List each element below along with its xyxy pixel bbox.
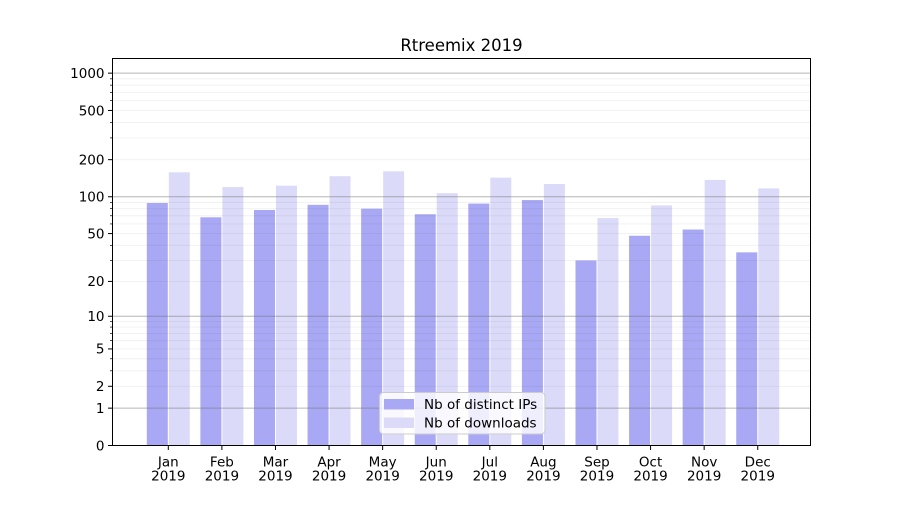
x-tick-label-month-dec: Dec (745, 455, 771, 471)
y-tick-label-0: 0 (96, 438, 105, 454)
axes-frame-layer (112, 58, 811, 446)
bar-nb-of-downloads-dec-2019 (758, 188, 780, 446)
legend: Nb of distinct IPs Nb of downloads (379, 392, 546, 435)
bar-nb-of-downloads-jun-2019 (436, 193, 458, 446)
x-tick-label-month-sep: Sep (584, 455, 609, 471)
legend-label-nb-of-distinct-ips: Nb of distinct IPs (424, 397, 537, 413)
axis-ticks-layer (108, 72, 759, 450)
x-tick-label-month-jan: Jan (157, 455, 179, 471)
bar-nb-of-downloads-nov-2019 (704, 179, 726, 446)
y-tick-label-200: 200 (79, 152, 105, 168)
x-tick-label-year-jan: 2019 (151, 469, 185, 485)
x-tick-label-month-jun: Jun (425, 455, 447, 471)
legend-label-nb-of-downloads: Nb of downloads (424, 416, 537, 432)
x-tick-label-year-aug: 2019 (526, 469, 560, 485)
bar-nb-of-downloads-jan-2019 (168, 172, 190, 446)
x-tick-label-year-nov: 2019 (687, 469, 721, 485)
bar-nb-of-distinct-ips-feb-2019 (200, 217, 222, 446)
tick-labels-layer: 01251020501002005001000Jan2019Feb2019Mar… (70, 66, 775, 485)
bar-nb-of-distinct-ips-jan-2019 (146, 202, 168, 446)
x-tick-label-year-apr: 2019 (312, 469, 346, 485)
y-tick-label-500: 500 (79, 103, 105, 119)
bar-nb-of-downloads-sep-2019 (597, 218, 619, 446)
x-tick-label-year-may: 2019 (365, 469, 399, 485)
x-tick-label-month-apr: Apr (317, 455, 341, 471)
x-tick-label-month-feb: Feb (210, 455, 234, 471)
legend-swatch-nb-of-downloads (384, 417, 414, 428)
x-tick-label-month-oct: Oct (639, 455, 662, 471)
x-tick-label-year-sep: 2019 (580, 469, 614, 485)
y-tick-label-1: 1 (96, 401, 105, 417)
x-tick-label-month-aug: Aug (530, 455, 556, 471)
bar-nb-of-distinct-ips-mar-2019 (253, 210, 275, 446)
x-tick-label-month-may: May (369, 455, 397, 471)
bars-layer (146, 171, 780, 446)
x-tick-label-year-dec: 2019 (741, 469, 775, 485)
bar-nb-of-downloads-oct-2019 (651, 205, 673, 446)
y-tick-label-50: 50 (87, 226, 104, 242)
y-tick-label-1000: 1000 (70, 66, 104, 82)
y-tick-label-5: 5 (96, 342, 105, 358)
bar-nb-of-downloads-mar-2019 (275, 185, 297, 446)
x-tick-label-month-nov: Nov (691, 455, 717, 471)
bar-nb-of-distinct-ips-dec-2019 (736, 252, 758, 446)
plot-border (112, 58, 811, 446)
y-tick-label-20: 20 (87, 274, 104, 290)
bar-nb-of-downloads-aug-2019 (543, 184, 565, 446)
bar-nb-of-downloads-apr-2019 (329, 176, 351, 446)
y-tick-label-10: 10 (87, 309, 104, 325)
bar-nb-of-distinct-ips-may-2019 (361, 208, 383, 446)
x-tick-label-year-jul: 2019 (473, 469, 507, 485)
gridlines-layer (113, 72, 810, 409)
bar-nb-of-distinct-ips-jul-2019 (468, 203, 490, 446)
chart-title: Rtreemix 2019 (400, 36, 522, 55)
y-tick-label-2: 2 (96, 379, 105, 395)
bar-nb-of-downloads-may-2019 (383, 171, 405, 446)
bar-nb-of-distinct-ips-sep-2019 (575, 260, 597, 446)
x-tick-label-year-jun: 2019 (419, 469, 453, 485)
bar-nb-of-distinct-ips-apr-2019 (307, 204, 329, 446)
bar-nb-of-downloads-jul-2019 (490, 177, 512, 446)
x-tick-label-year-oct: 2019 (633, 469, 667, 485)
x-tick-label-month-mar: Mar (263, 455, 289, 471)
legend-swatch-nb-of-distinct-ips (384, 399, 414, 410)
bar-nb-of-distinct-ips-oct-2019 (629, 235, 651, 446)
x-tick-label-year-feb: 2019 (205, 469, 239, 485)
legend-box (379, 392, 546, 435)
bar-nb-of-distinct-ips-jun-2019 (414, 214, 436, 446)
bar-nb-of-distinct-ips-aug-2019 (521, 200, 543, 446)
x-tick-label-month-jul: Jul (481, 455, 498, 471)
bar-nb-of-distinct-ips-nov-2019 (682, 229, 704, 446)
x-tick-label-year-mar: 2019 (258, 469, 292, 485)
y-tick-label-100: 100 (79, 190, 105, 206)
